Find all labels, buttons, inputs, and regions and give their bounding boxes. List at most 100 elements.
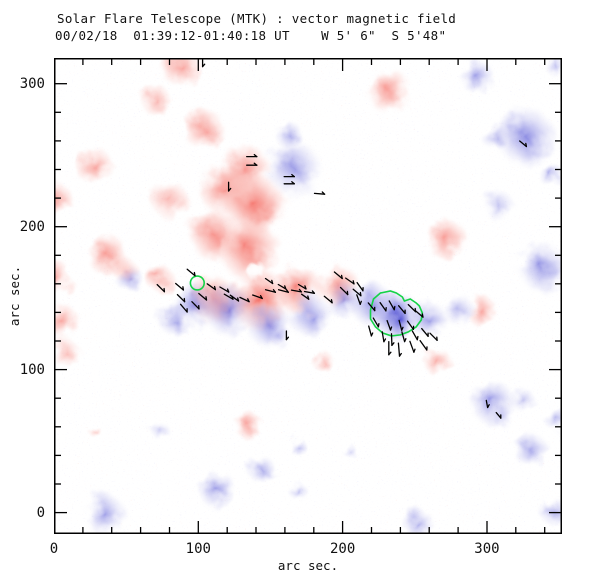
field-blob	[199, 280, 258, 339]
field-vector-barb	[377, 323, 380, 328]
field-blob	[273, 119, 306, 152]
field-blob	[423, 216, 470, 263]
field-blob	[467, 377, 518, 428]
field-vector	[356, 281, 364, 292]
field-blob	[285, 478, 308, 501]
field-vector	[388, 300, 395, 311]
field-vector-barb	[359, 300, 362, 305]
field-blob	[112, 261, 146, 295]
field-vector-barb	[253, 153, 258, 158]
field-vector-barb	[237, 297, 240, 302]
field-blob	[339, 440, 358, 459]
field-blob	[508, 385, 538, 414]
field-blob	[148, 418, 171, 441]
field-vector	[407, 303, 417, 313]
field-vector-barb	[284, 285, 287, 290]
x-tick-label: 0	[49, 541, 59, 557]
field-vector	[175, 282, 185, 291]
field-vector	[367, 302, 376, 312]
field-blob	[156, 58, 204, 89]
field-blob	[363, 65, 415, 117]
field-blob	[406, 298, 450, 342]
field-vector-barb	[227, 187, 232, 192]
field-vector	[401, 331, 406, 343]
contours-layer	[189, 275, 424, 337]
y-tick-label: 0	[36, 504, 45, 521]
field-blob	[243, 258, 266, 281]
field-vector	[339, 286, 349, 296]
field-vector-barb	[388, 351, 392, 356]
field-vector	[406, 320, 415, 331]
field-blob	[195, 468, 239, 512]
field-vector-barb	[213, 285, 217, 291]
field-vector	[223, 293, 234, 300]
y-axis-label: arc sec.	[7, 265, 22, 327]
field-blob	[232, 409, 265, 442]
field-blob	[440, 291, 477, 328]
field-vector	[495, 411, 502, 419]
field-vector-barb	[205, 296, 208, 301]
field-vector-barb	[285, 289, 289, 293]
field-blob	[284, 290, 335, 341]
field-vector	[219, 286, 230, 293]
plot-area	[54, 58, 562, 534]
field-blob	[81, 490, 128, 534]
field-vector	[156, 283, 166, 293]
field-vector-barb	[304, 285, 307, 290]
field-blob	[493, 104, 559, 170]
field-vector-barb	[413, 348, 416, 353]
field-vector	[186, 268, 196, 277]
field-blob	[72, 145, 116, 189]
field-blob	[421, 346, 455, 379]
field-vector-barb	[359, 291, 362, 297]
field-blob	[243, 300, 295, 351]
field-vector-barb	[398, 352, 402, 357]
field-vector-barb	[291, 181, 295, 185]
field-blob	[54, 336, 82, 369]
field-blob	[54, 179, 76, 220]
field-vector-barb	[486, 404, 490, 409]
field-vector-barb	[525, 142, 528, 148]
field-blob	[516, 241, 562, 296]
field-vector	[176, 293, 186, 303]
chart-subtitle: 00/02/18 01:39:12-01:40:18 UT W 5' 6" S …	[55, 28, 447, 43]
field-vector	[264, 277, 274, 285]
field-blob	[87, 423, 102, 439]
field-blob	[311, 349, 337, 376]
field-vector	[313, 192, 326, 195]
field-vector	[381, 331, 385, 343]
field-vector	[252, 294, 263, 300]
field-vector	[352, 288, 362, 297]
field-vector-barb	[401, 326, 404, 331]
field-blobs-layer	[54, 58, 562, 534]
field-vector-barb	[247, 298, 250, 303]
field-blob	[480, 187, 517, 224]
field-vector	[198, 292, 208, 301]
field-blob	[479, 120, 512, 153]
field-blob	[155, 301, 192, 338]
x-axis-label: arc sec.	[277, 558, 339, 573]
field-vector	[345, 277, 355, 285]
field-blob	[399, 506, 436, 534]
field-vector-barb	[291, 173, 295, 178]
field-vector	[372, 317, 380, 328]
field-vector-barb	[231, 295, 234, 300]
field-vector	[386, 319, 392, 331]
field-vector	[323, 295, 333, 304]
field-blob	[54, 302, 83, 343]
chart-title: Solar Flare Telescope (MTK) : vector mag…	[57, 11, 457, 26]
field-blob	[510, 429, 551, 470]
field-vector	[421, 327, 429, 337]
field-vector-barb	[307, 295, 310, 300]
field-vector	[277, 289, 289, 293]
field-vector	[290, 289, 303, 293]
plot-frame	[54, 58, 562, 534]
field-vector	[397, 305, 406, 315]
field-vector	[419, 339, 428, 351]
field-blob	[262, 137, 325, 199]
field-vector-barb	[403, 338, 407, 343]
field-blob	[138, 82, 175, 119]
field-vector	[379, 301, 387, 312]
field-blob	[285, 434, 308, 457]
